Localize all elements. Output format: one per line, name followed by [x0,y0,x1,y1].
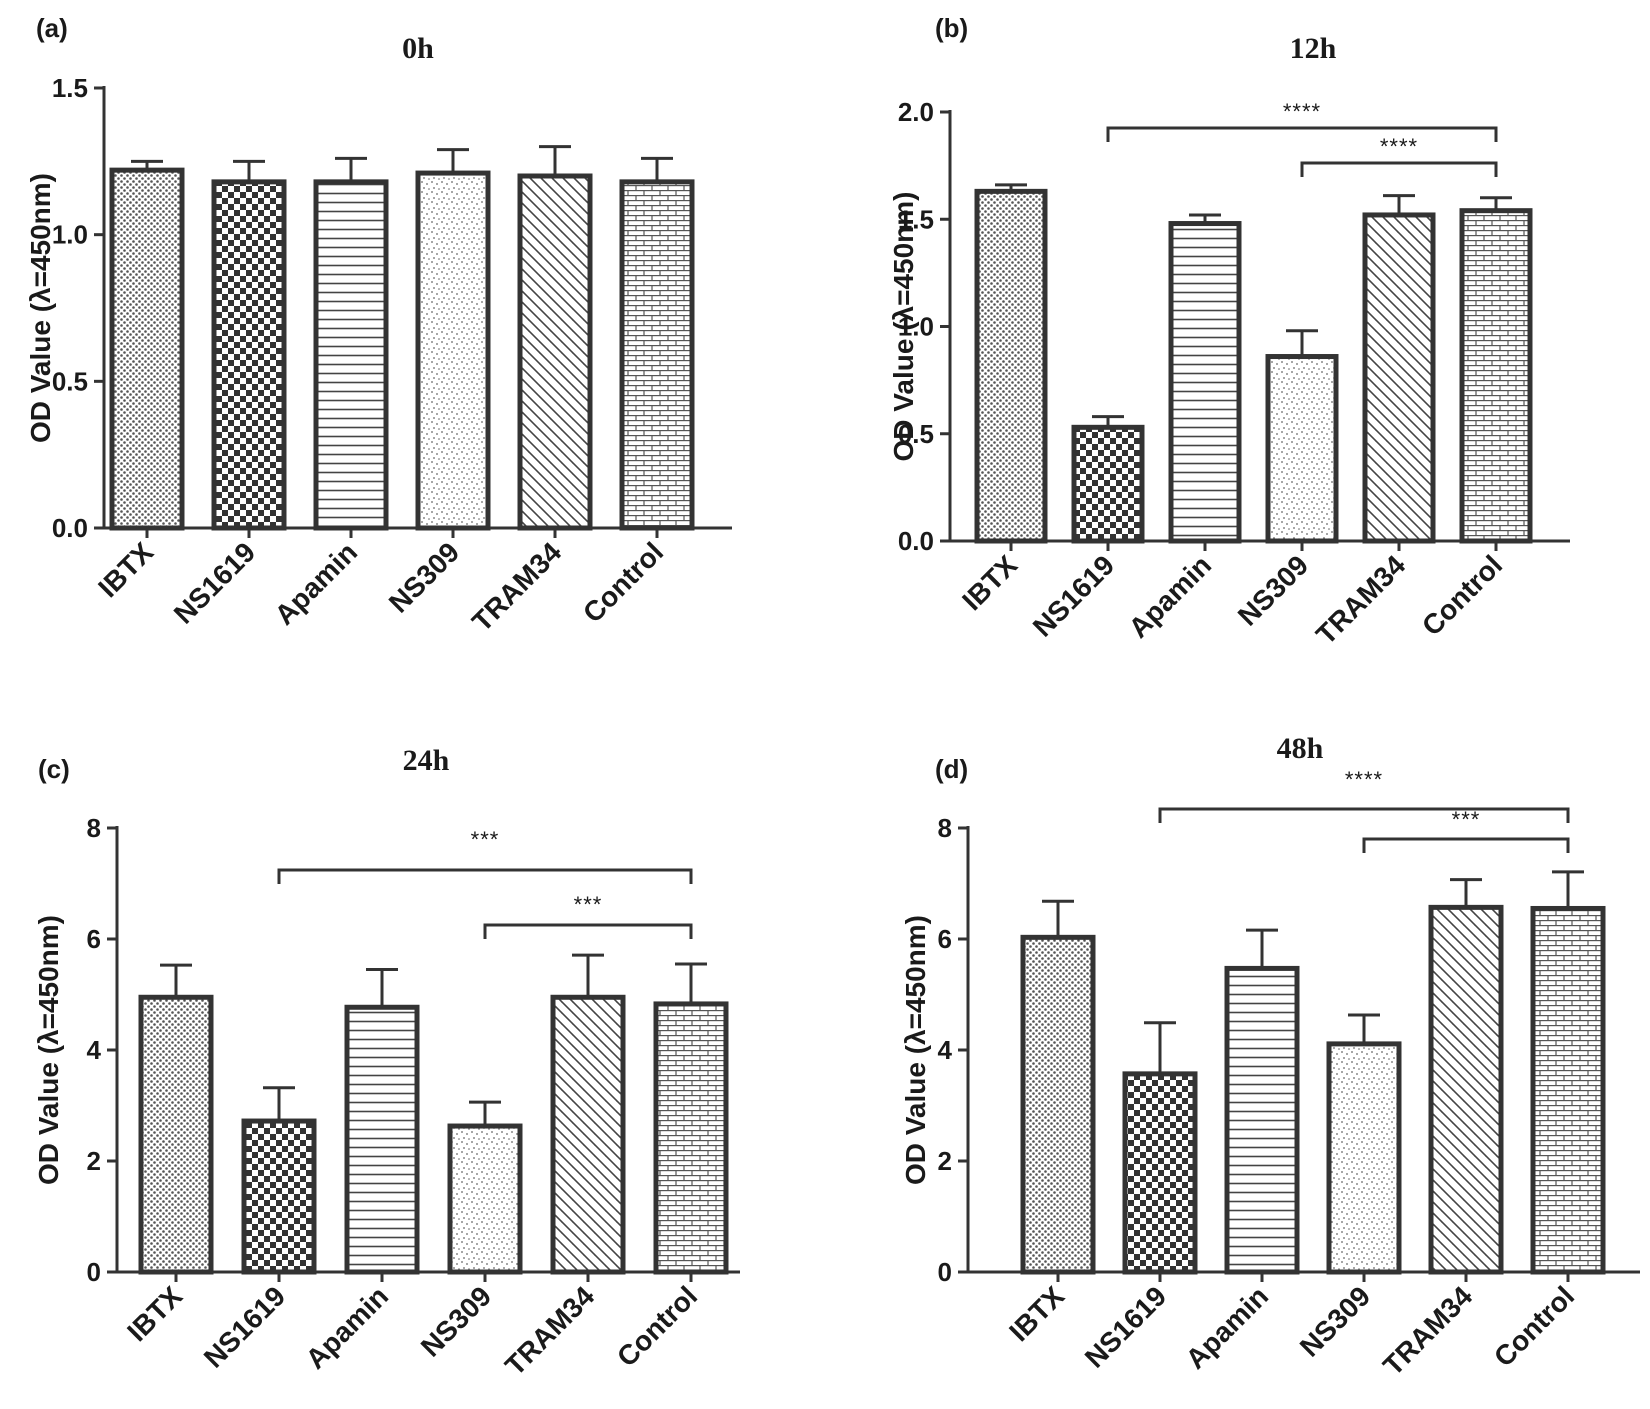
y-tick-label: 6 [938,924,952,954]
x-category-label: NS309 [415,1280,497,1362]
bar-ibtx [138,994,214,1275]
y-tick-label: 1.5 [52,73,88,103]
chart-panel-1: (b) 12h OD Value (λ=450nm) 0.0 0.5 1.0 1.5 2.0 I… [888,13,1570,650]
bar-ibtx [974,188,1048,544]
bar-tram34 [550,994,626,1275]
significance-bracket [1106,126,1498,142]
bar-control [619,179,695,531]
significance-bracket [277,868,693,884]
bar-ibtx [1020,934,1096,1275]
x-category-label: TRAM34 [1377,1280,1478,1381]
y-axis-label: OD Value (λ=450nm) [888,191,919,461]
y-axis-label: OD Value (λ=450nm) [900,915,931,1185]
bar-ns309 [1326,1041,1402,1275]
y-tick-label: 0.0 [898,526,934,556]
x-category-label: IBTX [92,536,159,603]
y-tick-label: 8 [87,813,101,843]
y-axis-label: OD Value (λ=450nm) [33,915,64,1185]
significance-bracket [1300,161,1498,177]
x-category-label: IBTX [121,1280,188,1347]
x-category-label: Control [1488,1280,1580,1372]
significance-label: **** [1380,134,1418,159]
x-category-label: Apamin [1123,549,1218,644]
bar-control [1459,208,1533,544]
y-tick-label: 8 [938,813,952,843]
x-category-label: IBTX [1003,1280,1070,1347]
x-category-label: Control [1416,549,1508,641]
chart-title: 0h [402,32,434,65]
bar-control [1530,905,1606,1275]
chart-panel-3: (d) 48h OD Value (λ=450nm) 0 2 4 6 8 IBTX NS1619 A… [900,732,1640,1381]
bar-ibtx [109,167,185,531]
y-tick-label: 2 [938,1146,952,1176]
significance-label: *** [574,892,603,917]
significance-bracket [1158,807,1570,823]
bar-ns309 [1265,354,1339,544]
x-category-label: NS1619 [198,1280,291,1373]
y-tick-label: 6 [87,924,101,954]
y-tick-label: 4 [938,1035,953,1065]
y-tick-label: 0 [938,1257,952,1287]
y-tick-label: 0 [87,1257,101,1287]
x-category-label: NS1619 [1027,549,1120,642]
x-category-label: Apamin [269,536,364,631]
x-category-label: Control [611,1280,703,1372]
bar-tram34 [517,173,593,531]
bar-ns309 [447,1123,523,1275]
x-category-label: Apamin [1180,1280,1275,1375]
x-category-label: NS1619 [168,536,261,629]
significance-label: **** [1345,767,1383,792]
significance-bracket [483,923,693,939]
chart-title: 48h [1277,732,1324,765]
y-tick-label: 1.0 [898,312,934,342]
bar-apamin [1224,965,1300,1275]
y-axis-label: OD Value (λ=450nm) [25,173,56,443]
x-category-label: Control [577,536,669,628]
chart-title: 24h [403,744,450,777]
bar-tram34 [1428,904,1504,1275]
chart-title: 12h [1290,32,1337,65]
x-category-label: TRAM34 [499,1280,600,1381]
bar-apamin [1168,221,1242,544]
x-category-label: TRAM34 [1310,549,1411,650]
y-tick-label: 0.0 [52,513,88,543]
significance-bracket [1362,837,1570,853]
bar-apamin [313,179,389,531]
y-tick-label: 1.5 [898,204,934,234]
chart-panel-2: (c) 24h OD Value (λ=450nm) 0 2 4 6 8 IBTX NS1619 A… [33,744,740,1381]
bar-apamin [344,1004,420,1275]
bar-ns1619 [1071,424,1145,544]
x-category-label: NS309 [383,536,465,618]
x-category-label: TRAM34 [466,536,567,637]
significance-label: *** [471,827,500,852]
panel-label: (d) [935,754,968,784]
bar-ns309 [415,170,491,531]
y-tick-label: 4 [87,1035,102,1065]
panel-label: (b) [935,13,968,43]
x-category-label: IBTX [956,549,1023,616]
y-tick-label: 0.5 [898,419,934,449]
bar-ns1619 [211,179,287,531]
bar-control [653,1001,729,1275]
bar-ns1619 [241,1118,317,1275]
panel-label: (a) [36,13,68,43]
significance-label: *** [1452,807,1481,832]
y-tick-label: 0.5 [52,366,88,396]
x-category-label: Apamin [300,1280,395,1375]
y-tick-label: 1.0 [52,220,88,250]
x-category-label: NS309 [1232,549,1314,631]
bar-ns1619 [1122,1071,1198,1275]
bar-tram34 [1362,212,1436,544]
y-tick-label: 2 [87,1146,101,1176]
significance-label: **** [1283,99,1321,124]
y-tick-label: 2.0 [898,97,934,127]
panel-label: (c) [38,754,70,784]
x-category-label: NS1619 [1079,1280,1172,1373]
x-category-label: NS309 [1294,1280,1376,1362]
